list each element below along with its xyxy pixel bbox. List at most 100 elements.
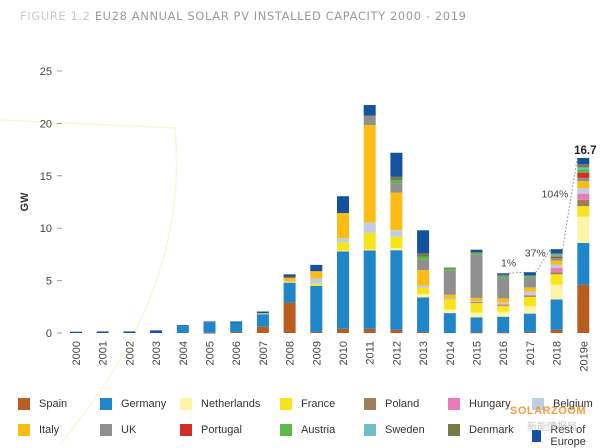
bar-segment xyxy=(203,321,216,323)
legend-label: Poland xyxy=(385,398,420,410)
bar-segment xyxy=(443,298,456,300)
bar-segment xyxy=(497,332,510,334)
bar-segment xyxy=(523,277,536,288)
legend-swatch xyxy=(180,398,192,410)
legend-label: Netherlands xyxy=(201,398,261,410)
bar-segment xyxy=(256,313,269,314)
legend-swatch xyxy=(532,398,544,410)
y-tick-label: 5 xyxy=(46,276,52,288)
x-tick-label: 2015 xyxy=(472,341,484,365)
bar-stack xyxy=(550,249,563,333)
legend-swatch xyxy=(18,398,30,410)
bar-segment xyxy=(283,281,296,282)
bar-segment xyxy=(310,264,323,272)
legend-swatch xyxy=(532,430,542,442)
bars xyxy=(70,105,590,334)
legend-label: Portugal xyxy=(201,424,242,436)
legend-swatch xyxy=(100,424,112,436)
growth-label: 1% xyxy=(501,258,516,270)
x-tick-label: 2005 xyxy=(205,341,217,365)
bar-segment xyxy=(390,183,403,193)
chart-title-text: EU28 ANNUAL SOLAR PV INSTALLED CAPACITY … xyxy=(94,9,467,23)
bar-segment xyxy=(523,296,536,307)
x-tick-label: 2008 xyxy=(285,341,297,365)
bar-segment xyxy=(523,276,536,278)
bar-stack xyxy=(443,267,456,333)
bar-segment xyxy=(390,236,403,249)
chart-title: FIGURE 1.2 EU28 ANNUAL SOLAR PV INSTALLE… xyxy=(20,9,467,23)
x-tick-label: 2001 xyxy=(98,341,110,365)
legend-label: Denmark xyxy=(469,424,514,436)
bar-segment xyxy=(523,272,536,276)
bar-stack xyxy=(523,272,536,333)
legend-swatch xyxy=(448,398,460,410)
growth-line xyxy=(535,248,552,273)
bar-segment xyxy=(230,321,243,323)
y-tick-label: 0 xyxy=(46,328,52,340)
bar-segment xyxy=(577,242,590,285)
growth-label: 104% xyxy=(542,189,569,201)
bar-segment xyxy=(470,312,483,318)
x-tick-label: 2016 xyxy=(498,341,510,365)
bar-segment xyxy=(256,326,269,333)
bar-segment xyxy=(417,253,430,257)
bar-segment xyxy=(417,259,430,271)
bar-stack xyxy=(256,311,269,333)
bar-segment xyxy=(363,249,376,251)
bar-segment xyxy=(497,305,510,312)
x-axis: 2000 2001 2002 2003 2004 2005 2006 2007 2008 2009… xyxy=(71,341,590,372)
bar-segment xyxy=(470,317,483,333)
bar-stack xyxy=(150,330,163,333)
bar-segment xyxy=(470,302,483,304)
bar-segment xyxy=(550,272,563,275)
legend-item: Austria xyxy=(280,424,335,436)
legend-item: Netherlands xyxy=(180,398,260,410)
bar-segment xyxy=(230,331,243,333)
bar-segment xyxy=(337,328,349,333)
bar-segment xyxy=(283,276,296,278)
bar-segment xyxy=(283,282,296,303)
legend-label: Sweden xyxy=(385,424,425,436)
total-label: 16.7 xyxy=(574,145,596,157)
legend-item: Spain xyxy=(18,398,67,410)
bar-segment xyxy=(550,274,563,285)
growth-label: 37% xyxy=(525,248,546,260)
legend-swatch xyxy=(448,424,460,436)
bar-segment xyxy=(497,304,510,306)
legend-item: Italy xyxy=(18,424,59,436)
bar-segment xyxy=(443,309,456,314)
bar-segment xyxy=(497,316,510,333)
bar-segment xyxy=(443,270,456,295)
legend-label: Italy xyxy=(39,424,60,436)
bar-segment xyxy=(283,277,296,282)
y-tick-label: 10 xyxy=(40,223,52,235)
bar-segment xyxy=(497,302,510,305)
bar-segment xyxy=(523,275,536,277)
bar-stack xyxy=(577,157,590,333)
bar-segment xyxy=(550,249,563,254)
legend-item: Portugal xyxy=(180,424,242,436)
bar-segment xyxy=(417,256,430,260)
legend-item: Hungary xyxy=(448,398,511,410)
bar-segment xyxy=(443,294,456,299)
bar-segment xyxy=(550,257,563,258)
bar-segment xyxy=(470,332,483,334)
bar-segment xyxy=(497,277,510,299)
bar-segment xyxy=(390,248,403,251)
bar-segment xyxy=(363,232,376,250)
bar-segment xyxy=(390,152,403,177)
bar-segment xyxy=(363,115,376,125)
legend-label: Spain xyxy=(39,398,68,410)
legend-label: Germany xyxy=(121,398,167,410)
watermark-sub: 新能情报局 xyxy=(527,422,577,433)
bar-segment xyxy=(417,331,430,333)
y-axis: 0 5 10 15 20 25 GW xyxy=(19,66,62,340)
bar-segment xyxy=(230,322,243,332)
bar-segment xyxy=(523,291,536,295)
bar-segment xyxy=(443,299,456,310)
legend-label: Hungary xyxy=(469,398,511,410)
x-tick-label: 2006 xyxy=(231,341,243,365)
x-tick-label: 2002 xyxy=(124,341,136,365)
bar-segment xyxy=(550,260,563,265)
